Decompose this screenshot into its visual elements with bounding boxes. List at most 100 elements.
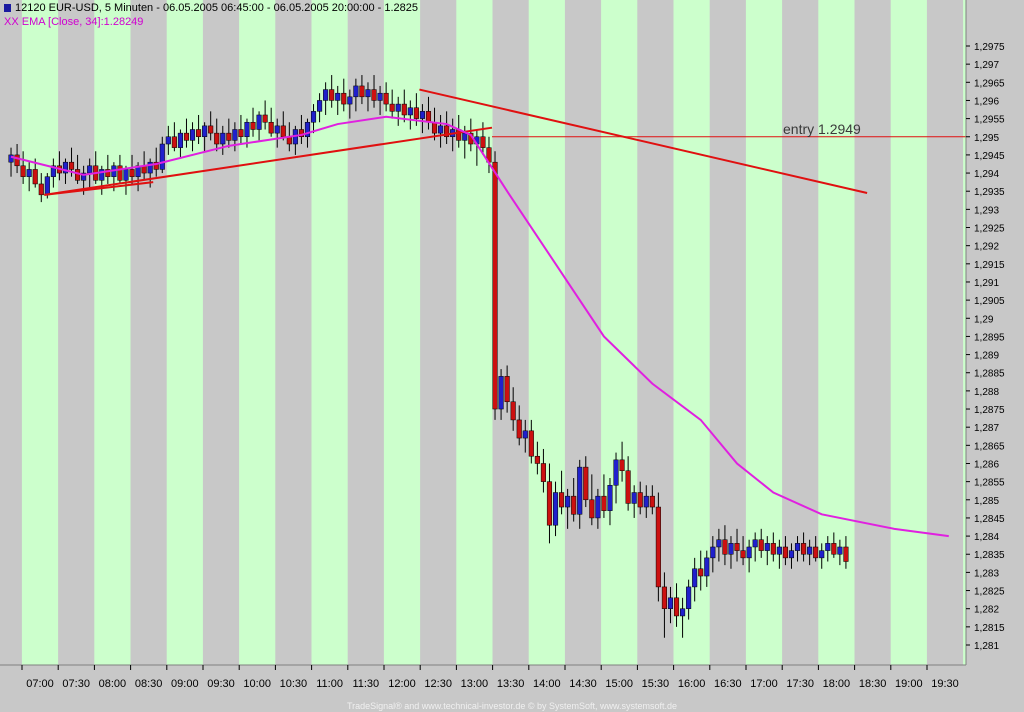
candle-body xyxy=(794,543,801,551)
candle-body xyxy=(782,546,788,559)
candle-body xyxy=(129,169,135,177)
candle-body xyxy=(147,161,153,174)
candle-body xyxy=(14,154,20,167)
price-tick-label: 1,2885 xyxy=(974,369,1005,380)
price-tick-label: 1,296 xyxy=(974,96,999,107)
price-tick-label: 1,2935 xyxy=(974,187,1005,198)
candle-body xyxy=(444,125,450,138)
candle-body xyxy=(752,539,758,548)
candle-body xyxy=(431,121,438,134)
time-tick-label: 18:30 xyxy=(859,678,887,690)
candle-body xyxy=(256,114,262,130)
price-tick-label: 1,29 xyxy=(974,314,994,325)
candle-body xyxy=(62,161,69,174)
time-band xyxy=(239,0,276,665)
time-tick-label: 10:30 xyxy=(280,678,308,690)
candle-body xyxy=(26,169,32,177)
candle-body xyxy=(734,543,740,551)
candle-body xyxy=(105,169,111,177)
candle-body xyxy=(528,430,534,457)
candle-body xyxy=(613,459,619,486)
candle-body xyxy=(776,546,782,555)
candle-body xyxy=(698,568,704,577)
candle-body xyxy=(559,492,565,508)
candle-body xyxy=(347,96,353,105)
price-tick-label: 1,284 xyxy=(974,532,999,543)
time-band xyxy=(601,0,638,665)
candle-body xyxy=(625,470,631,504)
time-tick-label: 16:30 xyxy=(714,678,742,690)
candle-body xyxy=(407,107,413,116)
price-tick-label: 1,2895 xyxy=(974,332,1005,343)
price-tick-label: 1,2925 xyxy=(974,224,1005,235)
price-tick-label: 1,2975 xyxy=(974,42,1005,53)
time-tick-label: 11:30 xyxy=(352,678,379,690)
time-tick-label: 13:30 xyxy=(497,678,525,690)
price-tick-label: 1,2815 xyxy=(974,623,1005,634)
candle-body xyxy=(649,495,655,508)
candle-body xyxy=(87,165,93,174)
time-tick-label: 07:00 xyxy=(26,678,54,690)
price-tick-label: 1,2965 xyxy=(974,78,1005,89)
candle-body xyxy=(419,111,425,119)
ema-line xyxy=(10,115,949,538)
time-tick-label: 16:00 xyxy=(678,678,706,690)
candle-body xyxy=(831,543,837,555)
candle-body xyxy=(81,172,87,181)
time-tick-label: 07:30 xyxy=(62,678,90,690)
candle-body xyxy=(770,543,776,555)
time-tick-label: 17:30 xyxy=(786,678,814,690)
candle-body xyxy=(238,129,244,138)
time-band xyxy=(745,0,783,665)
time-tick-label: 14:30 xyxy=(569,678,597,690)
candle-body xyxy=(50,165,56,177)
time-tick-label: 15:00 xyxy=(605,678,633,690)
candle-body xyxy=(268,121,274,134)
candle-body xyxy=(534,455,540,464)
candle-body xyxy=(75,169,81,181)
candle-body xyxy=(153,161,159,170)
candle-body xyxy=(716,539,722,548)
price-tick-label: 1,283 xyxy=(974,568,999,579)
candle-body xyxy=(298,129,304,138)
candle-body xyxy=(341,92,347,105)
candle-body xyxy=(20,165,26,177)
candle-body xyxy=(492,161,498,410)
candle-body xyxy=(232,129,238,141)
candle-body xyxy=(540,463,546,482)
time-tick-label: 09:30 xyxy=(207,678,235,690)
time-tick-label: 11:00 xyxy=(316,678,343,690)
candle-body xyxy=(123,169,129,181)
price-tick-label: 1,285 xyxy=(974,496,999,507)
price-tick-label: 1,291 xyxy=(974,278,999,289)
candle-body xyxy=(401,103,407,116)
time-tick-label: 08:30 xyxy=(135,678,163,690)
time-band xyxy=(818,0,855,665)
candle-body xyxy=(262,114,268,123)
time-tick-label: 18:00 xyxy=(823,678,851,690)
time-band xyxy=(94,0,131,665)
price-tick-label: 1,2945 xyxy=(974,151,1005,162)
price-tick-label: 1,2875 xyxy=(974,405,1005,416)
price-tick-label: 1,2845 xyxy=(974,514,1005,525)
candle-body xyxy=(801,543,807,555)
candle-body xyxy=(577,466,583,515)
candle-body xyxy=(329,89,335,101)
candle-body xyxy=(807,546,813,555)
time-band xyxy=(166,0,203,665)
time-band xyxy=(673,0,710,665)
price-tick-label: 1,287 xyxy=(974,423,999,434)
price-tick-label: 1,2915 xyxy=(974,260,1005,271)
entry-annotation: entry 1.2949 xyxy=(783,121,861,137)
time-tick-label: 09:00 xyxy=(171,678,199,690)
candle-body xyxy=(692,568,698,588)
candle-body xyxy=(516,419,522,439)
series-square-icon xyxy=(4,4,11,12)
candle-body xyxy=(38,183,44,196)
time-tick-label: 14:00 xyxy=(533,678,561,690)
chart-header: 12120 EUR-USD, 5 Minuten - 06.05.2005 06… xyxy=(4,2,418,14)
candle-body xyxy=(565,495,571,508)
candle-body xyxy=(202,125,208,138)
